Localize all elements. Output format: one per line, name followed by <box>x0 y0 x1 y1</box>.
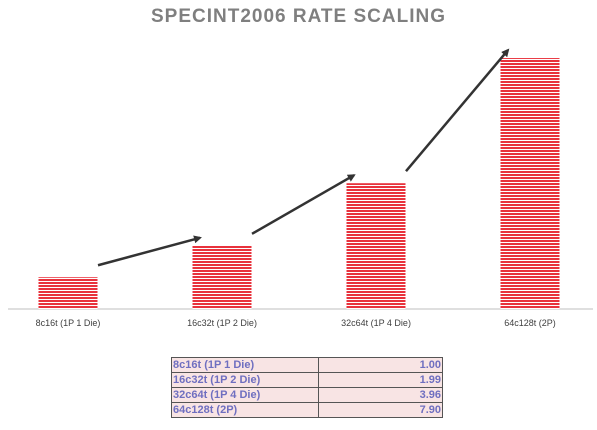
bar <box>346 183 406 309</box>
chart-title: SPECINT2006 RATE SCALING <box>151 6 446 27</box>
table-cell-label: 8c16t (1P 1 Die) <box>171 357 319 373</box>
arrows-group <box>97 48 510 267</box>
trend-arrow <box>405 48 510 173</box>
table-row: 32c64t (1P 4 Die) 3.96 <box>171 387 443 403</box>
table-row: 16c32t (1P 2 Die) 1.99 <box>171 372 443 388</box>
x-tick-label: 8c16t (1P 1 Die) <box>36 318 101 328</box>
table-cell-label: 32c64t (1P 4 Die) <box>171 387 319 403</box>
trend-arrow <box>251 174 356 235</box>
table-cell-value: 1.00 <box>318 357 443 373</box>
table-cell-value: 1.99 <box>318 372 443 388</box>
bar <box>500 58 560 309</box>
chart-plot: 8c16t (1P 1 Die) 16c32t (1P 2 Die) 32c64t … <box>8 48 593 328</box>
x-tick-labels: 8c16t (1P 1 Die) 16c32t (1P 2 Die) 32c64t … <box>36 318 556 328</box>
bars-group <box>38 58 560 309</box>
data-table: 8c16t (1P 1 Die) 1.00 16c32t (1P 2 Die) … <box>171 357 443 418</box>
table-cell-label: 16c32t (1P 2 Die) <box>171 372 319 388</box>
x-tick-label: 16c32t (1P 2 Die) <box>187 318 257 328</box>
x-tick-label: 32c64t (1P 4 Die) <box>341 318 411 328</box>
table-row: 8c16t (1P 1 Die) 1.00 <box>171 357 443 373</box>
table-cell-value: 7.90 <box>318 402 443 418</box>
table-cell-value: 3.96 <box>318 387 443 403</box>
bar <box>192 245 252 309</box>
table-cell-label: 64c128t (2P) <box>171 402 319 418</box>
x-tick-label: 64c128t (2P) <box>504 318 556 328</box>
bar <box>38 277 98 309</box>
table-row: 64c128t (2P) 7.90 <box>171 402 443 418</box>
trend-arrow <box>97 235 202 267</box>
